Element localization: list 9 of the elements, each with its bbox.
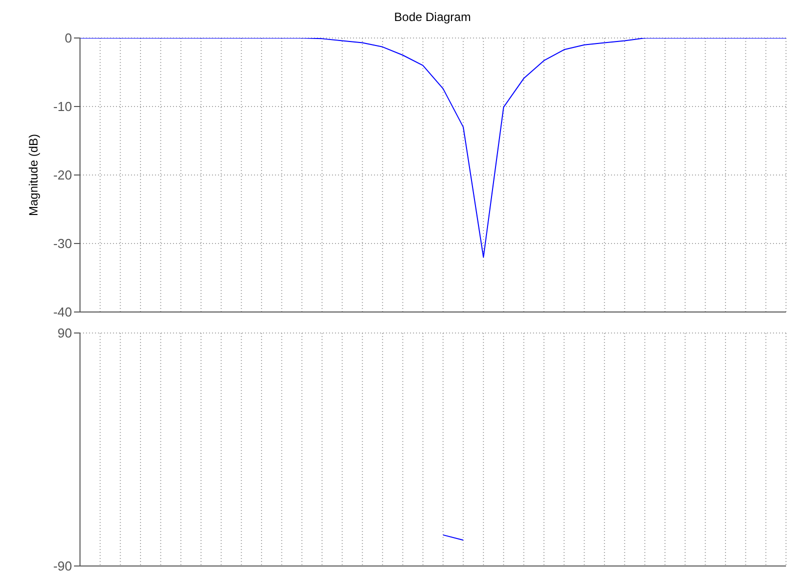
y-tick-label: -40 [53,304,72,320]
y-tick-label: -90 [53,558,72,574]
y-tick-label: -20 [53,168,72,183]
y-axis-title: Magnitude (dB) [26,134,40,216]
y-tick-label: -10 [53,99,72,114]
chart-title: Bode Diagram [393,10,472,24]
y-tick-label: 0 [64,30,72,46]
y-tick-label: 90 [58,326,72,341]
y-tick-label: -30 [53,236,72,252]
